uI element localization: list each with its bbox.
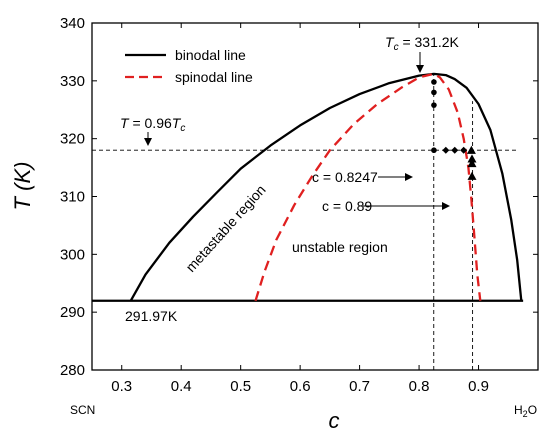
x-tick-label: 0.5	[230, 378, 251, 395]
t096-T: T	[120, 115, 130, 131]
h2o-label-sub: 2	[523, 409, 528, 419]
diamond-marker	[442, 146, 450, 154]
y-tick-label: 290	[60, 304, 85, 321]
t096-annotation: T = 0.96Tc	[120, 115, 185, 134]
spinodal-line	[254, 72, 482, 302]
x-tick-label: 0.3	[111, 378, 132, 395]
legend-label-spinodal: spinodal line	[175, 69, 253, 85]
h2o-label-o: O	[528, 403, 537, 417]
diamond-marker	[451, 146, 459, 154]
c89-annotation: c = 0.89	[322, 198, 372, 214]
triangle-marker	[467, 171, 477, 180]
t096-rest: = 0.96	[129, 115, 172, 131]
y-axis-title-text: T (K)	[10, 162, 35, 211]
circle-marker	[431, 147, 437, 154]
tc-rest: = 331.2K	[399, 34, 460, 50]
plot-lines-layer	[92, 73, 524, 370]
y-tick-label: 310	[60, 189, 85, 206]
y-tick-label: 330	[60, 73, 85, 90]
circle-marker	[431, 102, 437, 108]
x-axis-title: c	[329, 408, 340, 432]
x-tick-label: 0.4	[171, 378, 192, 395]
y-axis-title: T (K)	[10, 162, 35, 211]
marker-layer	[431, 79, 477, 180]
c8247-annotation: c = 0.8247	[312, 169, 378, 185]
circle-marker	[431, 89, 437, 96]
bottom-temp-label: 291.97K	[125, 308, 178, 324]
h2o-label: H2O	[514, 403, 537, 419]
series-layer	[129, 72, 523, 302]
legend-label-binodal: binodal line	[175, 47, 246, 63]
unstable-region-label: unstable region	[292, 239, 388, 255]
t096-T2: T	[172, 115, 182, 131]
x-tick-label: 0.8	[409, 378, 430, 395]
x-tick-label: 0.6	[290, 378, 311, 395]
y-tick-label: 340	[60, 15, 85, 32]
triangle-marker	[467, 159, 477, 168]
legend: binodal line spinodal line	[125, 47, 253, 85]
y-tick-label: 280	[60, 362, 85, 379]
tc-annotation: Tc = 331.2K	[385, 34, 460, 53]
h2o-label-h: H	[514, 403, 523, 417]
diamond-marker	[460, 146, 468, 154]
t096-sub: c	[180, 123, 185, 134]
y-tick-label: 300	[60, 246, 85, 263]
tc-sub: c	[394, 42, 399, 53]
scn-label: SCN	[70, 403, 95, 417]
circle-marker	[431, 79, 437, 85]
tc-T: T	[385, 34, 395, 50]
y-tick-label: 320	[60, 131, 85, 148]
x-tick-label: 0.7	[349, 378, 370, 395]
ticks-layer: 0.3 0.4 0.5 0.6 0.7 0.8 0.9 280 290 300 310 320 330 3…	[60, 15, 538, 395]
x-tick-label: 0.9	[468, 378, 489, 395]
triangle-marker	[466, 145, 476, 154]
binodal-line	[129, 72, 523, 302]
metastable-region-label: metastable region	[182, 182, 268, 275]
triangle-marker	[467, 154, 477, 163]
